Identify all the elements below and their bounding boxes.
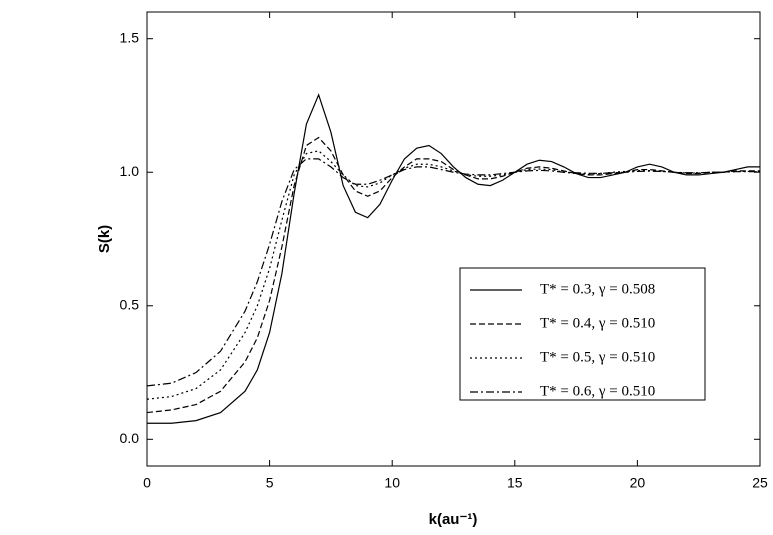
- x-tick-label: 15: [507, 475, 523, 491]
- x-tick-label: 25: [752, 475, 768, 491]
- legend-label: T* = 0.3, γ = 0.508: [540, 281, 655, 297]
- series-line: [146, 136, 760, 414]
- x-axis-label: k(au⁻¹): [429, 511, 478, 528]
- y-tick-label: 0.5: [120, 296, 140, 312]
- legend-label: T* = 0.5, γ = 0.510: [540, 349, 655, 365]
- x-tick-label: 20: [630, 475, 646, 491]
- x-tick-label: 0: [143, 475, 151, 491]
- x-tick-label: 5: [266, 475, 274, 491]
- y-axis-label: S(k): [96, 225, 113, 253]
- x-tick-label: 10: [384, 475, 400, 491]
- plot-frame: [146, 11, 761, 467]
- legend-label: T* = 0.4, γ = 0.510: [540, 315, 655, 331]
- series-line: [147, 93, 760, 424]
- y-tick-label: 0.0: [120, 430, 140, 446]
- y-tick-label: 1.0: [120, 163, 140, 179]
- legend-label: T* = 0.6, γ = 0.510: [540, 383, 655, 399]
- series-line: [146, 150, 760, 400]
- series-line: [146, 158, 760, 387]
- y-tick-label: 1.5: [120, 29, 140, 45]
